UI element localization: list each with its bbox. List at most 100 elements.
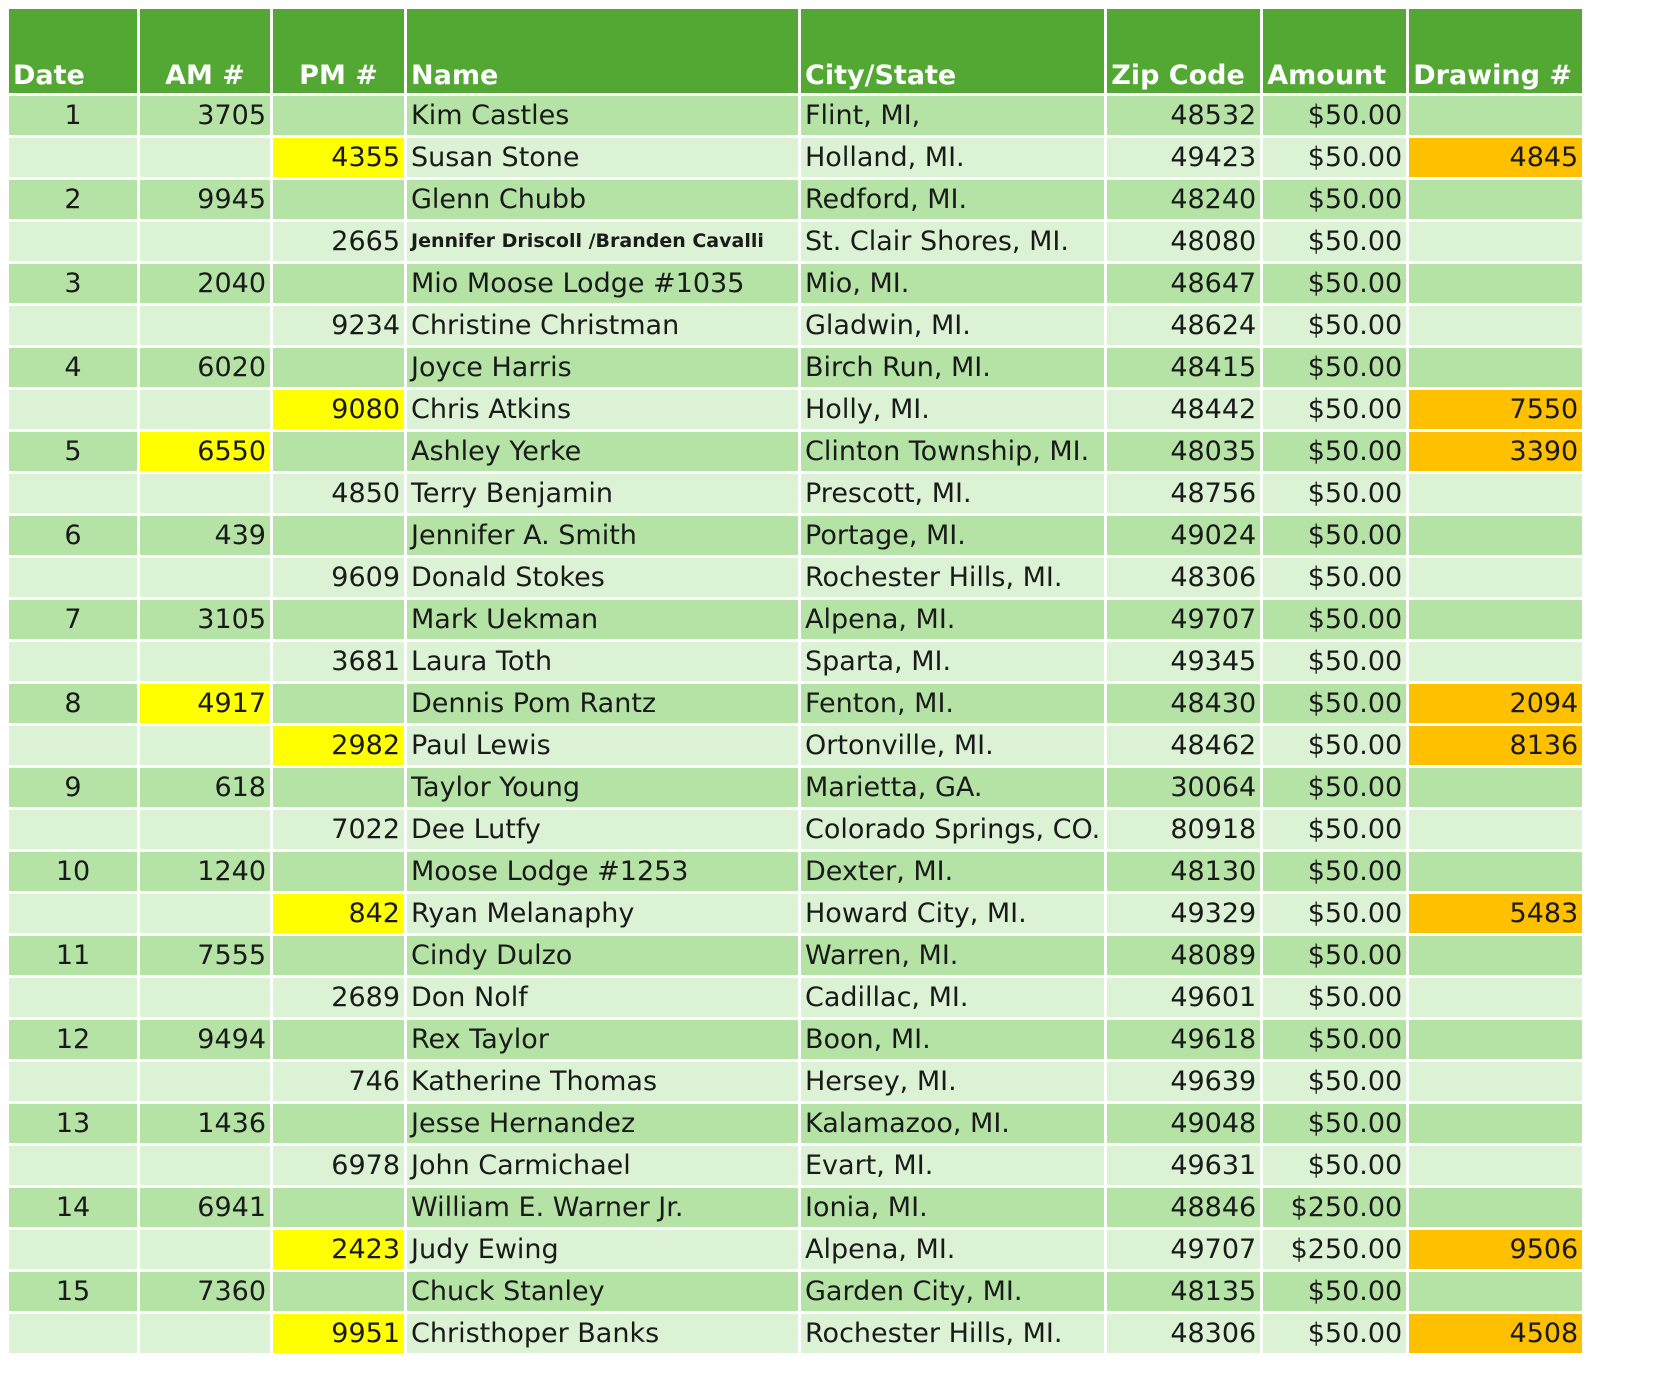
cell-amount[interactable]: $50.00 (1263, 222, 1407, 261)
cell-am[interactable] (140, 558, 270, 597)
cell-name[interactable]: Judy Ewing (407, 1230, 798, 1269)
cell-name[interactable]: William E. Warner Jr. (407, 1188, 798, 1227)
cell-zip[interactable]: 48756 (1107, 474, 1261, 513)
cell-amount[interactable]: $50.00 (1263, 1146, 1407, 1185)
cell-drawing[interactable]: 2094 (1409, 684, 1583, 723)
cell-zip[interactable]: 48130 (1107, 852, 1261, 891)
cell-date[interactable] (9, 642, 137, 681)
cell-city-state[interactable]: Ortonville, MI. (801, 726, 1105, 765)
cell-pm[interactable] (273, 1020, 404, 1059)
cell-zip[interactable]: 30064 (1107, 768, 1261, 807)
cell-date[interactable] (9, 894, 137, 933)
header-drawing[interactable]: Drawing # (1409, 9, 1583, 93)
cell-name[interactable]: Donald Stokes (407, 558, 798, 597)
cell-drawing[interactable] (1409, 936, 1583, 975)
cell-date[interactable] (9, 306, 137, 345)
cell-name[interactable]: Jesse Hernandez (407, 1104, 798, 1143)
cell-amount[interactable]: $50.00 (1263, 180, 1407, 219)
cell-city-state[interactable]: Prescott, MI. (801, 474, 1105, 513)
cell-amount[interactable]: $50.00 (1263, 1062, 1407, 1101)
cell-name[interactable]: Laura Toth (407, 642, 798, 681)
cell-pm[interactable]: 9609 (273, 558, 404, 597)
cell-name[interactable]: Moose Lodge #1253 (407, 852, 798, 891)
cell-date[interactable] (9, 1146, 137, 1185)
cell-am[interactable] (140, 1314, 270, 1353)
cell-am[interactable]: 7555 (140, 936, 270, 975)
cell-zip[interactable]: 48089 (1107, 936, 1261, 975)
cell-amount[interactable]: $50.00 (1263, 516, 1407, 555)
cell-pm[interactable] (273, 264, 404, 303)
cell-date[interactable]: 2 (9, 180, 137, 219)
cell-name[interactable]: Joyce Harris (407, 348, 798, 387)
cell-am[interactable]: 6020 (140, 348, 270, 387)
cell-date[interactable] (9, 978, 137, 1017)
cell-name[interactable]: Rex Taylor (407, 1020, 798, 1059)
cell-city-state[interactable]: Fenton, MI. (801, 684, 1105, 723)
cell-am[interactable] (140, 1146, 270, 1185)
header-date[interactable]: Date (9, 9, 137, 93)
cell-zip[interactable]: 48080 (1107, 222, 1261, 261)
cell-am[interactable] (140, 978, 270, 1017)
cell-amount[interactable]: $50.00 (1263, 1272, 1407, 1311)
cell-drawing[interactable] (1409, 222, 1583, 261)
cell-city-state[interactable]: Cadillac, MI. (801, 978, 1105, 1017)
cell-city-state[interactable]: Holland, MI. (801, 138, 1105, 177)
cell-date[interactable]: 3 (9, 264, 137, 303)
cell-drawing[interactable] (1409, 264, 1583, 303)
cell-drawing[interactable] (1409, 810, 1583, 849)
cell-city-state[interactable]: Howard City, MI. (801, 894, 1105, 933)
cell-city-state[interactable]: Redford, MI. (801, 180, 1105, 219)
cell-name[interactable]: Jennifer Driscoll /Branden Cavalli (407, 222, 798, 261)
cell-am[interactable] (140, 1062, 270, 1101)
cell-pm[interactable]: 746 (273, 1062, 404, 1101)
cell-name[interactable]: Mark Uekman (407, 600, 798, 639)
cell-zip[interactable]: 48462 (1107, 726, 1261, 765)
cell-zip[interactable]: 49423 (1107, 138, 1261, 177)
cell-city-state[interactable]: Warren, MI. (801, 936, 1105, 975)
cell-zip[interactable]: 48135 (1107, 1272, 1261, 1311)
cell-city-state[interactable]: Garden City, MI. (801, 1272, 1105, 1311)
cell-zip[interactable]: 49329 (1107, 894, 1261, 933)
cell-pm[interactable] (273, 96, 404, 135)
cell-amount[interactable]: $50.00 (1263, 936, 1407, 975)
cell-drawing[interactable]: 4845 (1409, 138, 1583, 177)
cell-date[interactable] (9, 222, 137, 261)
cell-name[interactable]: Paul Lewis (407, 726, 798, 765)
cell-city-state[interactable]: Alpena, MI. (801, 600, 1105, 639)
cell-pm[interactable] (273, 1272, 404, 1311)
cell-zip[interactable]: 48415 (1107, 348, 1261, 387)
cell-name[interactable]: Cindy Dulzo (407, 936, 798, 975)
cell-name[interactable]: Don Nolf (407, 978, 798, 1017)
cell-city-state[interactable]: Sparta, MI. (801, 642, 1105, 681)
cell-date[interactable] (9, 390, 137, 429)
cell-amount[interactable]: $250.00 (1263, 1230, 1407, 1269)
cell-name[interactable]: Kim Castles (407, 96, 798, 135)
cell-am[interactable] (140, 222, 270, 261)
cell-pm[interactable]: 4355 (273, 138, 404, 177)
cell-name[interactable]: Katherine Thomas (407, 1062, 798, 1101)
cell-drawing[interactable] (1409, 558, 1583, 597)
cell-drawing[interactable] (1409, 1020, 1583, 1059)
header-zip-code[interactable]: Zip Code (1107, 9, 1261, 93)
cell-amount[interactable]: $50.00 (1263, 894, 1407, 933)
cell-name[interactable]: Dennis Pom Rantz (407, 684, 798, 723)
cell-city-state[interactable]: Mio, MI. (801, 264, 1105, 303)
cell-pm[interactable] (273, 1104, 404, 1143)
cell-date[interactable]: 8 (9, 684, 137, 723)
cell-name[interactable]: Ashley Yerke (407, 432, 798, 471)
cell-name[interactable]: Christhoper Banks (407, 1314, 798, 1353)
cell-zip[interactable]: 49048 (1107, 1104, 1261, 1143)
cell-drawing[interactable] (1409, 348, 1583, 387)
cell-zip[interactable]: 48240 (1107, 180, 1261, 219)
cell-amount[interactable]: $50.00 (1263, 1314, 1407, 1353)
cell-city-state[interactable]: Ionia, MI. (801, 1188, 1105, 1227)
cell-drawing[interactable] (1409, 852, 1583, 891)
cell-amount[interactable]: $50.00 (1263, 684, 1407, 723)
cell-drawing[interactable] (1409, 600, 1583, 639)
cell-amount[interactable]: $50.00 (1263, 390, 1407, 429)
cell-drawing[interactable]: 9506 (1409, 1230, 1583, 1269)
cell-am[interactable]: 439 (140, 516, 270, 555)
cell-zip[interactable]: 48647 (1107, 264, 1261, 303)
cell-pm[interactable] (273, 516, 404, 555)
cell-drawing[interactable] (1409, 1062, 1583, 1101)
